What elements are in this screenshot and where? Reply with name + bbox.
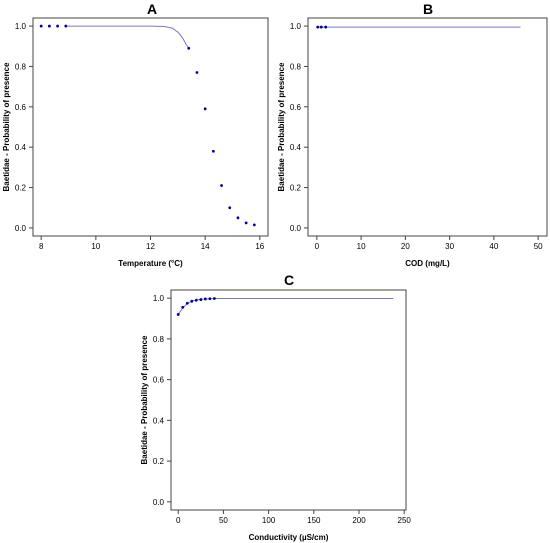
- data-point: [203, 107, 207, 111]
- y-tick-label: 0.0: [290, 224, 302, 233]
- panel-c: C 0 50 100 150 200 250 0.0 0.2 0.4 0.6 0.8 1.0 Conduc…: [140, 272, 411, 542]
- x-tick-label: 8: [39, 242, 44, 251]
- x-tick-label: 20: [401, 242, 410, 251]
- data-point: [181, 305, 185, 309]
- data-point: [194, 298, 198, 302]
- plot-frame: [170, 289, 407, 511]
- data-point: [195, 71, 199, 74]
- data-point: [324, 25, 328, 29]
- data-point: [185, 301, 189, 305]
- y-tick-label: 0.4: [15, 143, 27, 152]
- data-point: [236, 216, 240, 220]
- x-tick-label: 50: [219, 516, 228, 525]
- x-axis-label: COD (mg/L): [405, 259, 450, 268]
- data-point: [208, 297, 212, 301]
- x-tick-label: 250: [398, 516, 412, 525]
- x-tick-label: 150: [307, 516, 321, 525]
- y-tick-label: 0.0: [153, 498, 165, 507]
- y-tick-label: 1.0: [290, 22, 302, 31]
- y-tick-label: 0.8: [290, 62, 302, 71]
- y-tick-label: 0.6: [153, 376, 165, 385]
- data-point: [316, 25, 320, 29]
- x-tick-label: 0: [315, 242, 320, 251]
- y-tick-label: 1.0: [153, 294, 165, 303]
- data-point: [64, 24, 68, 28]
- panel-letter: B: [423, 1, 433, 17]
- fitted-curve: [65, 25, 190, 49]
- data-point: [211, 149, 215, 153]
- x-tick-label: 40: [489, 242, 498, 251]
- y-tick-label: 0.2: [15, 184, 27, 193]
- x-tick-label: 30: [445, 242, 454, 251]
- x-tick-label: 10: [357, 242, 366, 251]
- data-point: [252, 223, 256, 227]
- panel-letter: C: [284, 272, 294, 288]
- plot-frame: [32, 17, 269, 237]
- y-tick-label: 0.2: [153, 457, 165, 466]
- data-point: [176, 313, 180, 316]
- x-tick-label: 200: [352, 516, 366, 525]
- y-tick-label: 0.8: [153, 335, 165, 344]
- x-tick-label: 100: [262, 516, 276, 525]
- x-tick-label: 14: [201, 242, 210, 251]
- plot-frame: [307, 17, 548, 237]
- y-tick-label: 0.4: [153, 416, 165, 425]
- data-point: [187, 46, 191, 50]
- x-axis-label: Conductivity (µS/cm): [249, 533, 329, 542]
- x-tick-label: 50: [534, 242, 543, 251]
- data-point: [56, 24, 59, 28]
- panel-b: B 0 10 20 30 40 50 0.0 0.2 0.4 0.6 0.8 1.0 COD (mg/L)…: [277, 1, 548, 268]
- data-point: [199, 298, 203, 301]
- x-tick-label: 0: [176, 516, 181, 525]
- y-tick-label: 0.4: [290, 143, 302, 152]
- y-tick-label: 0.6: [290, 103, 302, 112]
- x-tick-label: 10: [91, 242, 100, 251]
- data-point: [190, 299, 194, 303]
- fitted-curve: [177, 298, 394, 315]
- x-tick-label: 16: [255, 242, 264, 251]
- panel-a: A 8 10 12 14 16 0.0 0.2 0.4 0.6 0.8 1.0 Temperature …: [2, 1, 269, 268]
- data-point: [48, 24, 51, 28]
- y-tick-label: 0.6: [15, 103, 27, 112]
- y-axis-label: Baetidae - Probability of presence: [2, 62, 11, 191]
- y-axis-label: Baetidae - Probability of presence: [277, 62, 286, 191]
- y-axis-label: Baetidae - Probability of presence: [140, 335, 149, 464]
- x-tick-label: 12: [146, 242, 155, 251]
- y-tick-label: 0.0: [15, 224, 27, 233]
- y-tick-label: 0.8: [15, 62, 27, 71]
- data-point: [319, 25, 323, 29]
- data-point: [228, 206, 232, 210]
- data-point: [39, 24, 43, 28]
- y-tick-label: 0.2: [290, 184, 302, 193]
- x-axis-label: Temperature (°C): [118, 259, 183, 268]
- panel-letter: A: [147, 1, 157, 17]
- data-point: [220, 184, 223, 187]
- data-point: [244, 221, 248, 225]
- data-point: [203, 297, 207, 301]
- y-tick-label: 1.0: [15, 22, 27, 31]
- data-point: [212, 297, 216, 300]
